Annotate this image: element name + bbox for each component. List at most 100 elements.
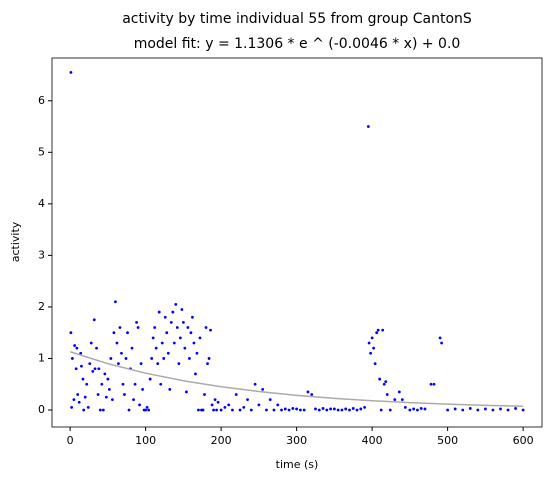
chart-title: activity by time individual 55 from grou…	[122, 11, 472, 27]
data-point	[372, 346, 376, 350]
data-point	[298, 408, 302, 412]
data-point	[231, 408, 234, 412]
data-point	[100, 382, 104, 386]
data-point	[169, 320, 173, 324]
data-point	[104, 395, 108, 399]
data-point	[412, 407, 416, 411]
y-tick-label: 2	[38, 300, 45, 313]
data-point	[73, 344, 77, 347]
data-point	[203, 393, 206, 396]
data-point	[160, 341, 164, 345]
data-point	[416, 408, 419, 412]
data-point	[75, 346, 79, 350]
data-point	[373, 362, 377, 366]
data-point	[148, 377, 152, 381]
data-point	[369, 351, 373, 355]
data-point	[163, 315, 167, 319]
data-point	[379, 408, 383, 412]
data-point	[77, 400, 81, 404]
data-point	[219, 408, 223, 412]
data-point	[336, 408, 340, 412]
data-point	[268, 398, 272, 402]
data-point	[314, 407, 317, 411]
data-point	[194, 372, 197, 376]
data-point	[381, 328, 385, 332]
data-point	[384, 380, 388, 384]
data-point	[283, 407, 287, 411]
data-point	[165, 331, 169, 335]
data-point	[491, 408, 495, 412]
y-tick-label: 3	[38, 248, 45, 261]
y-tick-label: 5	[38, 145, 45, 158]
data-point	[272, 408, 276, 412]
data-point	[397, 390, 401, 394]
data-point	[403, 406, 407, 409]
data-point	[98, 408, 102, 412]
data-point	[120, 351, 123, 355]
data-point	[130, 346, 134, 350]
data-point	[115, 341, 119, 345]
data-point	[92, 318, 96, 322]
data-point	[183, 346, 187, 350]
x-tick-label: 100	[135, 434, 156, 447]
data-point	[287, 408, 291, 412]
y-tick-label: 6	[38, 94, 45, 107]
data-point	[184, 390, 188, 394]
x-tick-label: 0	[67, 434, 74, 447]
data-point	[393, 398, 397, 402]
data-point	[197, 408, 200, 412]
data-point	[162, 357, 166, 360]
data-point	[370, 336, 374, 340]
data-point	[171, 310, 175, 314]
data-point	[227, 403, 231, 407]
data-point	[261, 387, 265, 391]
data-point	[136, 326, 140, 329]
data-point	[367, 341, 371, 345]
data-point	[124, 357, 128, 360]
data-point	[432, 382, 436, 386]
data-point	[95, 346, 98, 350]
data-point	[257, 403, 261, 407]
data-point	[88, 362, 92, 366]
data-point	[429, 382, 433, 386]
data-point	[144, 408, 148, 412]
data-point	[253, 382, 257, 386]
data-point	[400, 398, 404, 402]
data-point	[375, 331, 379, 335]
data-point	[117, 362, 120, 366]
data-point	[111, 398, 114, 402]
data-point	[106, 377, 110, 381]
data-point	[70, 406, 74, 409]
data-point	[79, 351, 83, 355]
data-point	[295, 407, 299, 411]
data-point	[186, 326, 190, 329]
data-point	[378, 377, 382, 381]
data-point	[246, 398, 249, 402]
data-point	[234, 393, 238, 396]
data-point	[408, 408, 412, 412]
data-point	[172, 341, 176, 345]
data-point	[521, 408, 525, 412]
y-tick-label: 4	[38, 197, 45, 210]
data-point	[332, 407, 336, 411]
data-point	[438, 336, 442, 340]
data-point	[118, 326, 122, 329]
data-point	[461, 408, 465, 412]
data-point	[76, 393, 80, 396]
data-point	[376, 328, 380, 332]
data-point	[249, 408, 253, 412]
data-point	[114, 300, 117, 304]
data-point	[351, 407, 355, 410]
data-point	[388, 408, 392, 412]
data-point	[181, 320, 185, 324]
data-point	[468, 407, 472, 410]
data-point	[188, 357, 191, 360]
data-point	[340, 408, 344, 412]
data-point	[359, 407, 363, 411]
data-point	[212, 408, 215, 412]
data-point	[204, 326, 208, 329]
data-point	[69, 331, 73, 335]
data-point	[329, 407, 332, 411]
y-tick-label: 0	[38, 403, 45, 416]
